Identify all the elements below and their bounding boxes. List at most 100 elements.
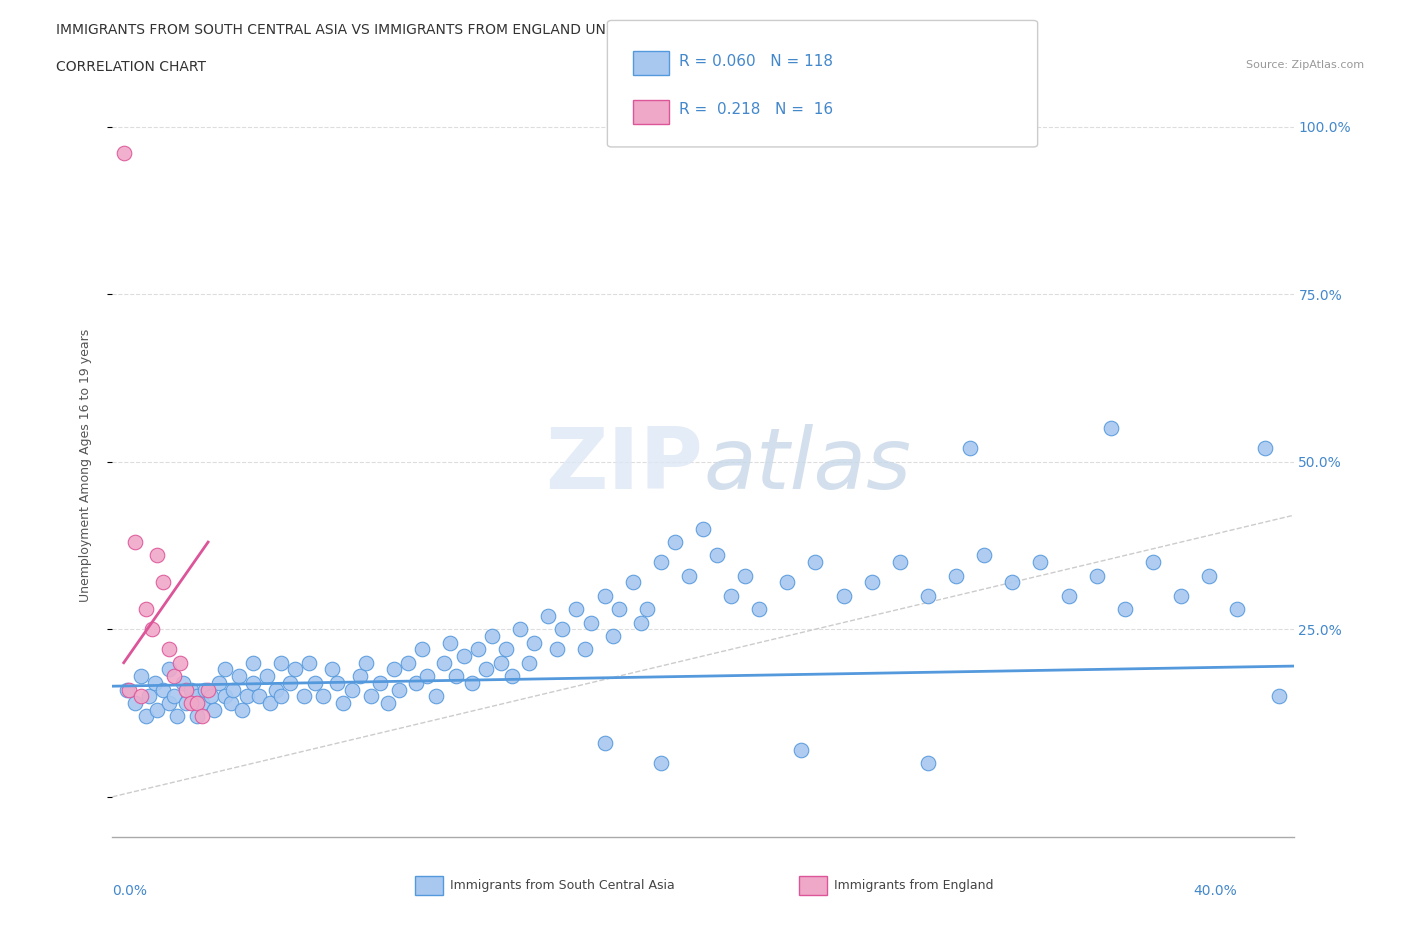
Point bbox=[256, 669, 278, 684]
Point bbox=[264, 682, 287, 697]
Point bbox=[191, 709, 214, 724]
Point bbox=[118, 682, 141, 697]
Point bbox=[551, 622, 574, 637]
Point bbox=[650, 756, 672, 771]
Point bbox=[292, 689, 315, 704]
Point bbox=[124, 535, 146, 550]
Point bbox=[174, 696, 197, 711]
Text: CORRELATION CHART: CORRELATION CHART bbox=[56, 60, 207, 74]
Point bbox=[1170, 589, 1192, 604]
Point bbox=[242, 675, 264, 690]
Text: Immigrants from England: Immigrants from England bbox=[834, 879, 993, 892]
Point bbox=[889, 555, 911, 570]
Point bbox=[579, 615, 602, 630]
Point bbox=[163, 689, 186, 704]
Point bbox=[270, 689, 292, 704]
Point bbox=[706, 548, 728, 563]
Point bbox=[1029, 555, 1052, 570]
Point bbox=[636, 602, 658, 617]
Point bbox=[650, 555, 672, 570]
Point bbox=[461, 675, 484, 690]
Point bbox=[186, 696, 208, 711]
Point bbox=[138, 689, 160, 704]
Point bbox=[278, 675, 301, 690]
Point bbox=[194, 682, 217, 697]
Point bbox=[157, 642, 180, 657]
Point bbox=[202, 702, 225, 717]
Point bbox=[180, 696, 202, 711]
Point bbox=[523, 635, 546, 650]
Point bbox=[112, 146, 135, 161]
Point bbox=[489, 656, 512, 671]
Point bbox=[1226, 602, 1249, 617]
Point bbox=[200, 689, 222, 704]
Point bbox=[135, 709, 157, 724]
Point bbox=[141, 622, 163, 637]
Point bbox=[860, 575, 883, 590]
Point bbox=[382, 662, 405, 677]
Text: R = 0.060   N = 118: R = 0.060 N = 118 bbox=[679, 54, 834, 69]
Point bbox=[453, 648, 475, 663]
Point bbox=[368, 675, 391, 690]
Point bbox=[129, 689, 152, 704]
Point bbox=[565, 602, 588, 617]
Point bbox=[832, 589, 855, 604]
Point bbox=[115, 682, 138, 697]
Point bbox=[321, 662, 343, 677]
Point bbox=[312, 689, 335, 704]
Point bbox=[242, 656, 264, 671]
Point bbox=[425, 689, 447, 704]
Point bbox=[169, 656, 191, 671]
Point bbox=[481, 629, 503, 644]
Point bbox=[231, 702, 253, 717]
Point bbox=[467, 642, 489, 657]
Point bbox=[776, 575, 799, 590]
Point bbox=[748, 602, 770, 617]
Point bbox=[416, 669, 439, 684]
Point bbox=[214, 689, 236, 704]
Point bbox=[180, 682, 202, 697]
Point bbox=[163, 669, 186, 684]
Point bbox=[186, 689, 208, 704]
Point bbox=[602, 629, 624, 644]
Point bbox=[396, 656, 419, 671]
Point bbox=[1114, 602, 1136, 617]
Point bbox=[593, 736, 616, 751]
Text: Source: ZipAtlas.com: Source: ZipAtlas.com bbox=[1246, 60, 1364, 71]
Text: R =  0.218   N =  16: R = 0.218 N = 16 bbox=[679, 102, 834, 117]
Point bbox=[174, 682, 197, 697]
Point bbox=[388, 682, 411, 697]
Point bbox=[360, 689, 382, 704]
Point bbox=[270, 656, 292, 671]
Text: IMMIGRANTS FROM SOUTH CENTRAL ASIA VS IMMIGRANTS FROM ENGLAND UNEMPLOYMENT AMONG: IMMIGRANTS FROM SOUTH CENTRAL ASIA VS IM… bbox=[56, 23, 918, 37]
Point bbox=[945, 568, 967, 583]
Point bbox=[146, 548, 169, 563]
Point bbox=[349, 669, 371, 684]
Text: 40.0%: 40.0% bbox=[1194, 884, 1237, 898]
Point bbox=[475, 662, 498, 677]
Point bbox=[259, 696, 281, 711]
Point bbox=[1268, 689, 1291, 704]
Point bbox=[720, 589, 742, 604]
Point bbox=[517, 656, 540, 671]
Point bbox=[1198, 568, 1220, 583]
Point bbox=[439, 635, 461, 650]
Point bbox=[678, 568, 700, 583]
Point bbox=[340, 682, 363, 697]
Point bbox=[157, 662, 180, 677]
Point bbox=[509, 622, 531, 637]
Point bbox=[537, 608, 560, 623]
Point bbox=[152, 575, 174, 590]
Point bbox=[495, 642, 517, 657]
Point bbox=[157, 696, 180, 711]
Point bbox=[621, 575, 644, 590]
Point bbox=[790, 742, 813, 757]
Point bbox=[1085, 568, 1108, 583]
Point bbox=[284, 662, 307, 677]
Point bbox=[959, 441, 981, 456]
Point bbox=[135, 602, 157, 617]
Point bbox=[973, 548, 995, 563]
Point bbox=[236, 689, 259, 704]
Point bbox=[1254, 441, 1277, 456]
Point bbox=[326, 675, 349, 690]
